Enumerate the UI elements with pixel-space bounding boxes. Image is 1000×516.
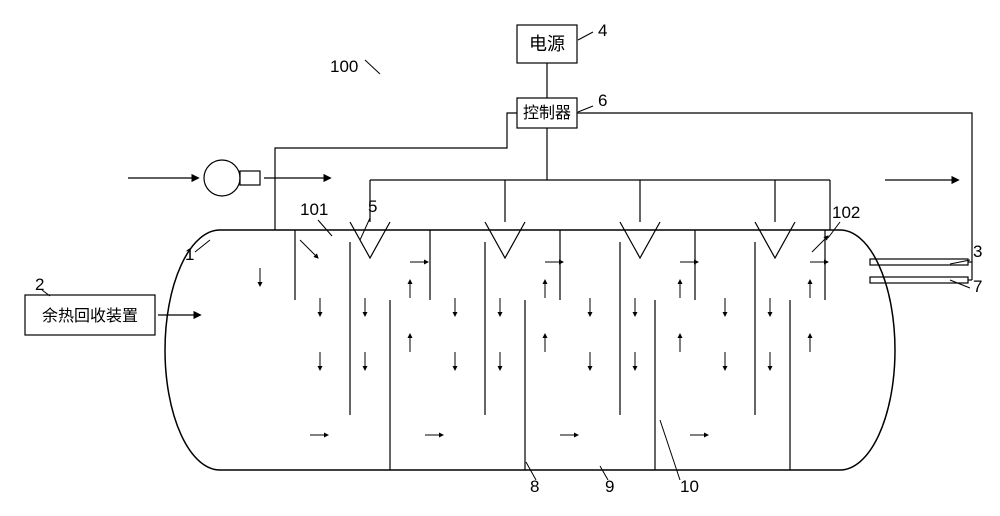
probe-upper (870, 259, 968, 265)
vessel-body (165, 230, 895, 470)
heat-recovery-label: 余热回收装置 (42, 306, 138, 325)
callout-8: 8 (530, 477, 539, 496)
callout-101: 101 (300, 200, 328, 219)
callout-lead-10 (660, 420, 680, 480)
inlet-port-arrow (300, 240, 318, 258)
callout-lead-7 (950, 280, 970, 288)
callout-5: 5 (368, 197, 377, 216)
callout-2: 2 (35, 275, 44, 294)
callout-lead-4 (578, 32, 593, 40)
callout-lead-100 (365, 60, 380, 74)
callout-7: 7 (973, 277, 982, 296)
callout-3: 3 (973, 242, 982, 261)
callout-lead-6 (578, 106, 593, 112)
pump-icon (204, 160, 240, 196)
heater-funnel-3 (755, 222, 795, 258)
callout-4: 4 (598, 21, 607, 40)
heater-funnel-0 (350, 222, 390, 258)
controller-label: 控制器 (523, 104, 571, 122)
callout-102: 102 (832, 203, 860, 222)
diagram-canvas: 余热回收装置 电源控制器 100 4 6 101 5 102 1 2 3 7 8 9 10 (0, 0, 1000, 516)
heater-funnel-1 (485, 222, 525, 258)
callout-lead-5 (360, 218, 370, 240)
heater-funnel-2 (620, 222, 660, 258)
callout-100: 100 (330, 57, 358, 76)
pump-block (240, 171, 260, 185)
callout-1: 1 (185, 245, 194, 264)
callout-6: 6 (598, 91, 607, 110)
callout-lead-3 (950, 260, 970, 264)
callout-10: 10 (680, 477, 699, 496)
callout-9: 9 (605, 477, 614, 496)
power-label: 电源 (529, 34, 565, 54)
callout-lead-101 (318, 220, 332, 236)
